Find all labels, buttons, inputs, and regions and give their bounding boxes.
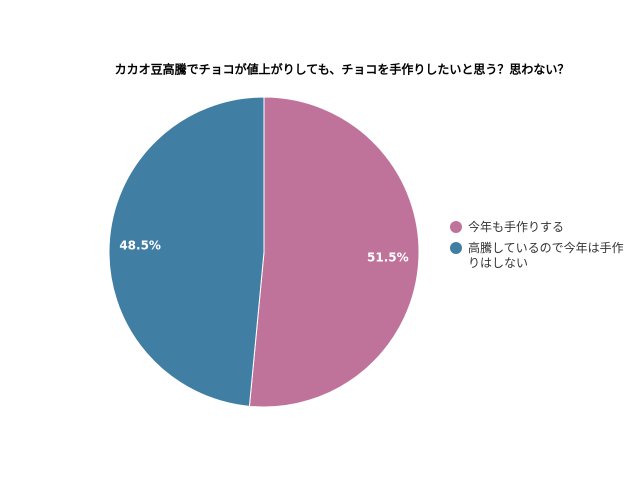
legend-item: 今年も手作りする <box>450 220 630 235</box>
value-label: 48.5% <box>119 239 161 253</box>
pie-slice <box>248 96 420 408</box>
pie-slice <box>108 96 265 407</box>
legend-label: 高騰しているので今年は手作りはしない <box>468 241 624 270</box>
legend-swatch <box>450 242 462 254</box>
value-label: 51.5% <box>367 250 409 264</box>
legend: 今年も手作りする高騰しているので今年は手作りはしない <box>450 220 630 277</box>
legend-label: 今年も手作りする <box>468 220 565 234</box>
legend-item: 高騰しているので今年は手作りはしない <box>450 241 630 271</box>
chart-title: カカオ豆高騰でチョコが値上がりしても、チョコを手作りしたいと思う？思わない？ <box>115 62 570 77</box>
legend-swatch <box>450 221 462 233</box>
